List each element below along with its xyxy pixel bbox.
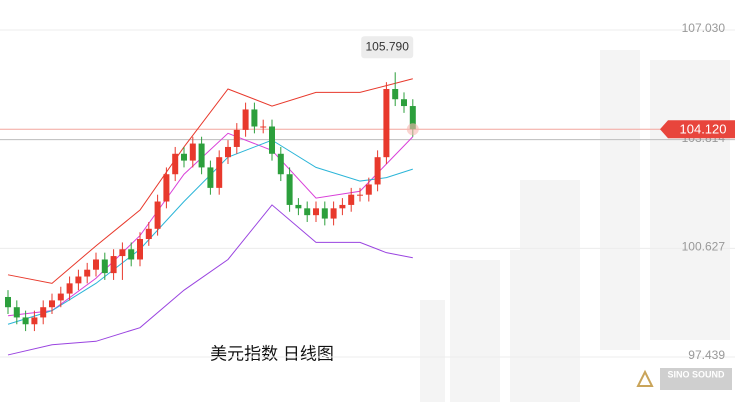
candle-body — [216, 157, 223, 188]
candle-body — [321, 208, 328, 219]
candle-body — [295, 204, 302, 209]
candle-body — [277, 153, 284, 175]
candle-body — [269, 126, 275, 154]
candle-body — [339, 204, 346, 209]
candle-body — [31, 317, 38, 325]
candle-body — [119, 249, 126, 257]
y-tick-label: 97.439 — [688, 348, 725, 362]
candle-body — [392, 88, 399, 100]
candle-body — [260, 126, 267, 128]
watermark: SINO SOUND — [667, 369, 725, 379]
candle-body — [401, 99, 407, 107]
indicator-line — [7, 78, 413, 284]
candle-body — [233, 129, 240, 147]
candle-body — [198, 143, 205, 168]
candle-body — [365, 184, 372, 195]
candle-body — [409, 106, 416, 130]
last-price-label: 104.120 — [680, 122, 727, 137]
candle-body — [181, 153, 187, 161]
candle-body — [101, 259, 108, 274]
candle-body — [251, 109, 258, 127]
candle-body — [286, 174, 293, 205]
candle-body — [145, 228, 152, 240]
candle-body — [84, 269, 91, 277]
candle-body — [357, 194, 363, 196]
last-price-tag — [660, 120, 735, 139]
candle-body — [49, 300, 55, 308]
candle-body — [13, 307, 20, 318]
candle-body — [93, 259, 99, 270]
candle-body — [128, 249, 135, 260]
candle-body — [348, 194, 355, 205]
candle-body — [242, 109, 249, 130]
candle-body — [154, 201, 161, 229]
candle-body — [374, 157, 381, 185]
chart-title: 美元指数 日线图 — [210, 344, 334, 363]
candle-body — [225, 146, 231, 158]
y-tick-label: 107.030 — [682, 21, 726, 35]
indicator-line — [7, 204, 413, 356]
max-marker-box — [361, 36, 414, 59]
y-tick-label: 100.627 — [682, 239, 726, 253]
candle-body — [207, 167, 214, 188]
last-price-dot — [406, 123, 419, 136]
candle-body — [110, 256, 117, 274]
candle-body — [57, 293, 64, 301]
candle-body — [383, 88, 390, 158]
candle-body — [172, 153, 179, 175]
max-marker-label: 105.790 — [366, 39, 410, 53]
background — [420, 50, 730, 402]
watermark-logo: SINO SOUND — [636, 368, 732, 390]
candle-body — [313, 208, 319, 216]
candle-body — [75, 276, 82, 284]
candle-body — [137, 239, 143, 260]
candle-body — [5, 296, 11, 308]
candle-body — [66, 283, 73, 294]
candle-body — [304, 208, 311, 216]
candle-body — [163, 174, 170, 202]
candle-body — [22, 317, 29, 325]
candle-body — [40, 307, 47, 318]
candle-body — [330, 208, 337, 219]
candle-body — [189, 143, 196, 161]
